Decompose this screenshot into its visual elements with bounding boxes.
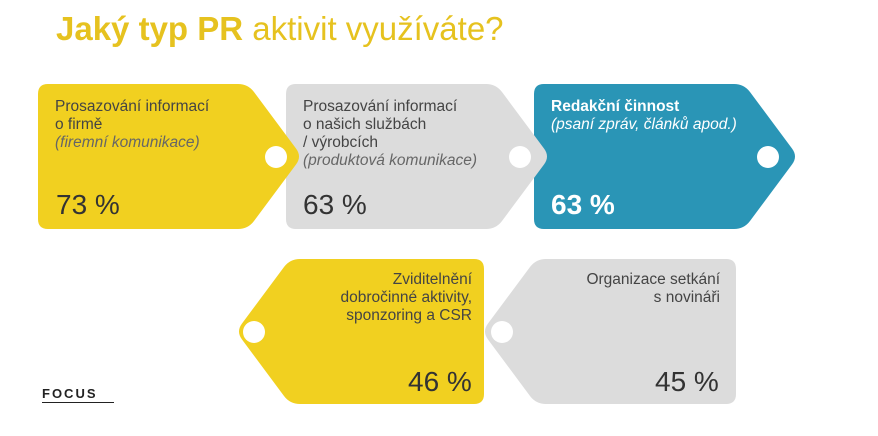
- title-bold: Jaký typ PR: [56, 10, 244, 47]
- tag-4-label: Zviditelnění dobročinné aktivity, sponzo…: [300, 271, 472, 325]
- tag-4-line1: Zviditelnění: [392, 271, 472, 288]
- focus-logo: FOCUS: [42, 386, 98, 401]
- tag-3-hole: [757, 146, 779, 168]
- tag-4-value: 46 %: [408, 366, 472, 397]
- tag-4-hole: [243, 321, 265, 343]
- tag-5-hole: [491, 321, 513, 343]
- tag-2-line1: Prosazování informací: [303, 98, 458, 115]
- logo-underline: [42, 402, 114, 403]
- tag-1-shape: [38, 84, 299, 229]
- tag-5-line1: Organizace setkání: [586, 271, 720, 288]
- tag-2-shape: [286, 84, 547, 229]
- tag-2-line2: o našich službách: [303, 116, 427, 133]
- tag-4-line2: dobročinné aktivity,: [340, 289, 472, 306]
- tag-4-shape: [239, 259, 484, 404]
- tag-5-label: Organizace setkání s novináři: [548, 271, 720, 307]
- page-title: Jaký typ PR aktivit využíváte?: [56, 10, 504, 48]
- tag-2-label: Prosazování informací o našich službách …: [303, 98, 477, 170]
- tag-2-value: 63 %: [303, 189, 367, 220]
- tag-1-hole: [265, 146, 287, 168]
- tag-2-line3: / výrobcích: [303, 134, 378, 151]
- tag-5-shape: [485, 259, 736, 404]
- tag-5-line2: s novináři: [653, 289, 720, 306]
- tag-3-sub: (psaní zpráv, článků apod.): [551, 116, 737, 133]
- tag-1-value: 73 %: [56, 189, 120, 220]
- tag-5-value: 45 %: [655, 366, 719, 397]
- tag-2-hole: [509, 146, 531, 168]
- tag-1-line1: Prosazování informací: [55, 98, 210, 115]
- tag-1-sub: (firemní komunikace): [55, 134, 200, 151]
- tag-4-line3: sponzoring a CSR: [346, 307, 472, 324]
- tag-1-line2: o firmě: [55, 116, 103, 133]
- tag-3-label: Redakční činnost (psaní zpráv, článků ap…: [551, 98, 737, 134]
- tag-1-label: Prosazování informací o firmě (firemní k…: [55, 98, 209, 152]
- tag-3-line1: Redakční činnost: [551, 98, 680, 115]
- title-light: aktivit využíváte?: [252, 10, 504, 47]
- tag-3-value: 63 %: [551, 189, 615, 220]
- tag-3-shape: [534, 84, 795, 229]
- tag-2-sub: (produktová komunikace): [303, 152, 478, 169]
